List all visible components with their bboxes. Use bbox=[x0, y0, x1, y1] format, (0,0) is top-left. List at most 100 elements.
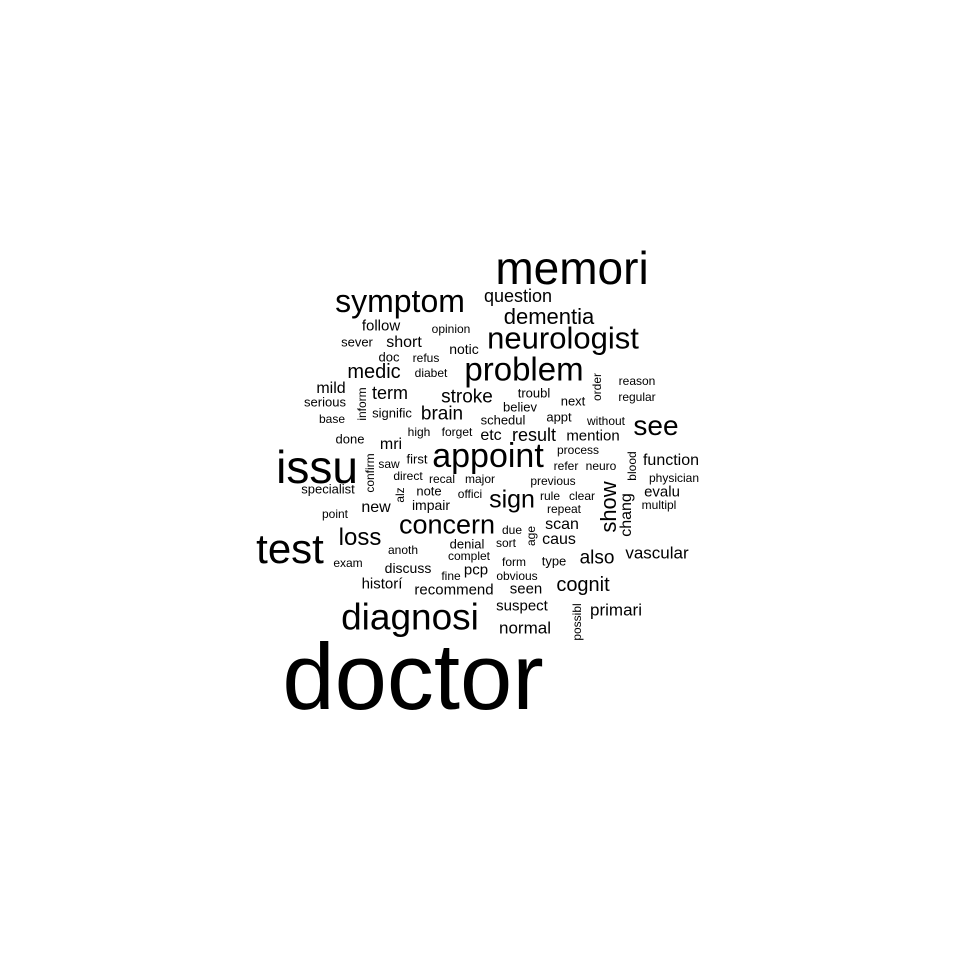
word-dementia: dementia bbox=[503, 304, 595, 329]
word-recal: recal bbox=[428, 472, 456, 486]
word-inform: inform bbox=[355, 387, 369, 421]
word-process: process bbox=[556, 443, 600, 457]
word-normal: normal bbox=[499, 618, 551, 638]
word-obvious: obvious bbox=[496, 569, 538, 583]
word-function: function bbox=[642, 452, 700, 469]
word-repeat: repeat bbox=[546, 502, 582, 516]
word-brain: brain bbox=[420, 403, 464, 425]
word-neurologist: neurologist bbox=[487, 320, 639, 356]
word-serious: serious bbox=[304, 394, 346, 410]
word-vascular: vascular bbox=[625, 543, 689, 563]
word-first: first bbox=[406, 451, 428, 467]
word-issu: issu bbox=[276, 441, 358, 493]
word-fine: fine bbox=[441, 569, 461, 583]
word-refer: refer bbox=[553, 459, 579, 473]
word-type: type bbox=[541, 553, 567, 569]
word-form: form bbox=[502, 555, 526, 569]
word-refus: refus bbox=[412, 351, 440, 365]
word-point: point bbox=[321, 507, 349, 521]
word-sever: sever bbox=[341, 334, 373, 350]
word-follow: follow bbox=[361, 317, 401, 335]
word-show: show bbox=[596, 481, 621, 533]
word-etc: etc bbox=[480, 427, 502, 444]
word-medic: medic bbox=[347, 361, 401, 383]
word-also: also bbox=[579, 547, 615, 569]
word-physician: physician bbox=[648, 471, 700, 485]
word-base: base bbox=[318, 412, 346, 426]
word-sign: sign bbox=[489, 485, 535, 514]
word-neuro: neuro bbox=[585, 459, 617, 473]
word-seen: seen bbox=[509, 580, 543, 598]
word-concern: concern bbox=[398, 509, 496, 540]
word-rule: rule bbox=[539, 489, 561, 503]
word-diabet: diabet bbox=[414, 366, 448, 380]
word-recommend: recommend bbox=[414, 581, 494, 599]
word-discuss: discuss bbox=[384, 560, 432, 576]
word-age: age bbox=[524, 525, 538, 547]
word-reason: reason bbox=[618, 374, 656, 388]
word-caus: caus bbox=[542, 531, 576, 548]
word-loss: loss bbox=[338, 524, 382, 551]
word-high: high bbox=[407, 425, 431, 439]
word-exam: exam bbox=[333, 556, 363, 570]
word-order: order bbox=[590, 372, 604, 402]
word-histori: historí bbox=[361, 575, 403, 593]
word-suspect: suspect bbox=[496, 597, 548, 615]
word-memori: memori bbox=[495, 242, 649, 294]
word-symptom: symptom bbox=[335, 283, 465, 319]
word-chang: chang bbox=[618, 493, 635, 537]
word-cognit: cognit bbox=[556, 574, 610, 596]
word-mention: mention bbox=[566, 427, 620, 445]
word-due: due bbox=[501, 523, 523, 537]
word-note: note bbox=[416, 483, 442, 499]
word-diagnosi: diagnosi bbox=[341, 596, 479, 638]
word-evalu: evalu bbox=[644, 483, 680, 501]
word-question: question bbox=[483, 286, 553, 306]
word-direct: direct bbox=[393, 469, 423, 483]
word-alz: alz bbox=[393, 487, 407, 503]
word-pcp: pcp bbox=[463, 561, 489, 579]
word-result: result bbox=[511, 425, 557, 445]
word-stroke: stroke bbox=[441, 386, 493, 408]
word-appt: appt bbox=[546, 409, 572, 425]
word-schedul: schedul bbox=[480, 412, 526, 428]
word-doc: doc bbox=[378, 349, 400, 365]
word-next: next bbox=[560, 393, 586, 409]
word-opinion: opinion bbox=[431, 322, 471, 336]
word-major: major bbox=[464, 472, 496, 486]
word-clear: clear bbox=[568, 489, 596, 503]
word-notic: notic bbox=[449, 341, 479, 357]
word-sort: sort bbox=[495, 536, 517, 550]
word-denial: denial bbox=[449, 536, 485, 552]
word-mri: mri bbox=[379, 436, 403, 453]
word-done: done bbox=[335, 431, 365, 447]
word-multipl: multipl bbox=[641, 498, 677, 512]
word-previous: previous bbox=[530, 474, 576, 488]
word-scan: scan bbox=[545, 516, 579, 533]
word-confirm: confirm bbox=[363, 453, 377, 493]
word-specialist: specialist bbox=[301, 481, 355, 497]
word-forget: forget bbox=[441, 425, 473, 439]
word-mild: mild bbox=[316, 380, 346, 397]
word-troubl: troubl bbox=[517, 385, 551, 401]
word-term: term bbox=[372, 383, 408, 403]
word-impair: impair bbox=[411, 497, 451, 513]
word-anoth: anoth bbox=[387, 543, 419, 557]
word-offici: offici bbox=[457, 487, 483, 501]
word-new: new bbox=[361, 499, 391, 516]
word-doctor: doctor bbox=[282, 624, 544, 729]
word-test: test bbox=[256, 525, 324, 572]
word-short: short bbox=[386, 334, 422, 351]
word-complet: complet bbox=[447, 549, 491, 563]
word-blood: blood bbox=[625, 451, 639, 481]
word-regular: regular bbox=[618, 390, 656, 404]
word-signific: signific bbox=[372, 405, 412, 421]
word-primari: primari bbox=[590, 600, 642, 620]
word-possibl: possibl bbox=[570, 603, 584, 641]
word-appoint: appoint bbox=[432, 437, 544, 475]
word-saw: saw bbox=[378, 457, 400, 471]
word-problem: problem bbox=[464, 350, 584, 388]
word-without: without bbox=[586, 414, 626, 428]
word-see: see bbox=[633, 410, 679, 441]
